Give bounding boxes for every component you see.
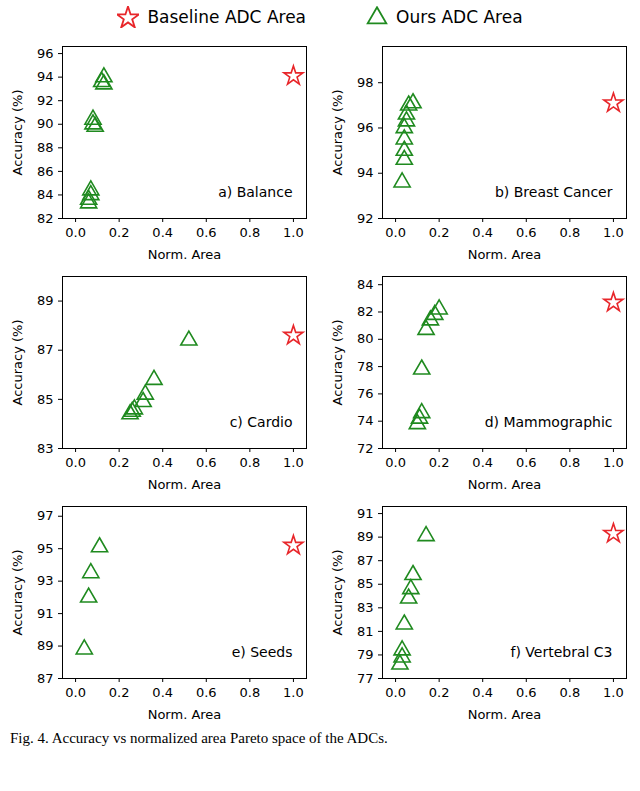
svg-text:Norm. Area: Norm. Area xyxy=(468,477,542,492)
svg-text:87: 87 xyxy=(37,342,54,357)
svg-text:85: 85 xyxy=(357,576,374,591)
svg-text:0.0: 0.0 xyxy=(385,685,406,700)
svg-text:0.2: 0.2 xyxy=(109,685,130,700)
svg-text:0.8: 0.8 xyxy=(560,685,581,700)
svg-text:Accuracy (%): Accuracy (%) xyxy=(10,90,25,176)
svg-text:0.2: 0.2 xyxy=(429,685,450,700)
svg-text:d) Mammographic: d) Mammographic xyxy=(485,414,613,430)
svg-text:0.6: 0.6 xyxy=(196,685,217,700)
svg-text:f) Vertebral C3: f) Vertebral C3 xyxy=(510,644,612,660)
svg-text:0.8: 0.8 xyxy=(240,685,261,700)
svg-text:0.0: 0.0 xyxy=(65,455,86,470)
svg-text:Norm. Area: Norm. Area xyxy=(148,707,222,722)
svg-text:1.0: 1.0 xyxy=(603,225,624,240)
svg-text:Accuracy (%): Accuracy (%) xyxy=(330,90,345,176)
svg-text:0.8: 0.8 xyxy=(240,455,261,470)
svg-text:84: 84 xyxy=(37,187,54,202)
svg-text:0.2: 0.2 xyxy=(429,225,450,240)
svg-text:77: 77 xyxy=(357,671,374,686)
svg-text:79: 79 xyxy=(357,647,374,662)
html-text:Fig. 4. Accuracy vs normalized: Fig. 4. Accuracy vs normalized area Pare… xyxy=(10,730,388,746)
svg-text:Accuracy (%): Accuracy (%) xyxy=(330,550,345,636)
svg-text:92: 92 xyxy=(357,211,374,226)
svg-text:Norm. Area: Norm. Area xyxy=(148,477,222,492)
svg-text:93: 93 xyxy=(37,573,54,588)
svg-text:85: 85 xyxy=(37,392,54,407)
svg-text:89: 89 xyxy=(37,293,54,308)
svg-text:b) Breast Cancer: b) Breast Cancer xyxy=(495,184,613,200)
svg-text:0.8: 0.8 xyxy=(240,225,261,240)
html-text:Baseline ADC Area: Baseline ADC Area xyxy=(147,7,306,27)
svg-text:0.0: 0.0 xyxy=(65,225,86,240)
svg-text:0.4: 0.4 xyxy=(152,455,173,470)
svg-text:97: 97 xyxy=(37,508,54,523)
svg-text:1.0: 1.0 xyxy=(283,225,304,240)
svg-text:82: 82 xyxy=(357,304,374,319)
svg-text:Norm. Area: Norm. Area xyxy=(468,707,542,722)
svg-text:83: 83 xyxy=(37,441,54,456)
svg-text:Accuracy (%): Accuracy (%) xyxy=(10,320,25,406)
svg-text:0.2: 0.2 xyxy=(109,225,130,240)
svg-text:94: 94 xyxy=(357,165,374,180)
svg-text:Accuracy (%): Accuracy (%) xyxy=(330,320,345,406)
svg-text:74: 74 xyxy=(357,413,374,428)
svg-text:0.8: 0.8 xyxy=(560,455,581,470)
svg-text:0.2: 0.2 xyxy=(429,455,450,470)
svg-text:Norm. Area: Norm. Area xyxy=(468,247,542,262)
svg-text:0.6: 0.6 xyxy=(516,685,537,700)
svg-text:1.0: 1.0 xyxy=(603,455,624,470)
svg-text:90: 90 xyxy=(37,116,54,131)
svg-text:83: 83 xyxy=(357,600,374,615)
svg-text:0.0: 0.0 xyxy=(385,455,406,470)
svg-text:76: 76 xyxy=(357,386,374,401)
svg-text:84: 84 xyxy=(357,277,374,292)
svg-text:91: 91 xyxy=(357,506,374,521)
svg-text:0.0: 0.0 xyxy=(385,225,406,240)
svg-text:0.2: 0.2 xyxy=(109,455,130,470)
svg-text:0.6: 0.6 xyxy=(516,225,537,240)
svg-text:0.6: 0.6 xyxy=(516,455,537,470)
svg-text:0.4: 0.4 xyxy=(472,225,493,240)
svg-text:78: 78 xyxy=(357,359,374,374)
svg-text:a) Balance: a) Balance xyxy=(218,184,292,200)
svg-text:Accuracy (%): Accuracy (%) xyxy=(10,550,25,636)
svg-text:88: 88 xyxy=(37,140,54,155)
svg-text:86: 86 xyxy=(37,164,54,179)
svg-text:0.0: 0.0 xyxy=(65,685,86,700)
svg-text:96: 96 xyxy=(357,120,374,135)
svg-text:0.6: 0.6 xyxy=(196,225,217,240)
svg-text:80: 80 xyxy=(357,331,374,346)
svg-text:0.4: 0.4 xyxy=(152,225,173,240)
svg-text:89: 89 xyxy=(357,529,374,544)
svg-text:Norm. Area: Norm. Area xyxy=(148,247,222,262)
svg-text:1.0: 1.0 xyxy=(283,685,304,700)
svg-text:96: 96 xyxy=(37,46,54,61)
svg-text:89: 89 xyxy=(37,638,54,653)
svg-text:94: 94 xyxy=(37,69,54,84)
svg-text:87: 87 xyxy=(357,553,374,568)
svg-text:1.0: 1.0 xyxy=(603,685,624,700)
svg-text:0.4: 0.4 xyxy=(472,455,493,470)
svg-text:0.4: 0.4 xyxy=(152,685,173,700)
svg-text:e) Seeds: e) Seeds xyxy=(232,644,293,660)
svg-text:81: 81 xyxy=(357,624,374,639)
svg-text:0.6: 0.6 xyxy=(196,455,217,470)
svg-text:72: 72 xyxy=(357,441,374,456)
svg-text:95: 95 xyxy=(37,541,54,556)
svg-text:92: 92 xyxy=(37,93,54,108)
svg-text:82: 82 xyxy=(37,211,54,226)
svg-text:0.8: 0.8 xyxy=(560,225,581,240)
svg-text:1.0: 1.0 xyxy=(283,455,304,470)
svg-text:c) Cardio: c) Cardio xyxy=(230,414,293,430)
svg-text:98: 98 xyxy=(357,75,374,90)
svg-text:0.4: 0.4 xyxy=(472,685,493,700)
html-text:Ours ADC Area: Ours ADC Area xyxy=(396,7,523,27)
svg-text:91: 91 xyxy=(37,606,54,621)
svg-text:87: 87 xyxy=(37,671,54,686)
